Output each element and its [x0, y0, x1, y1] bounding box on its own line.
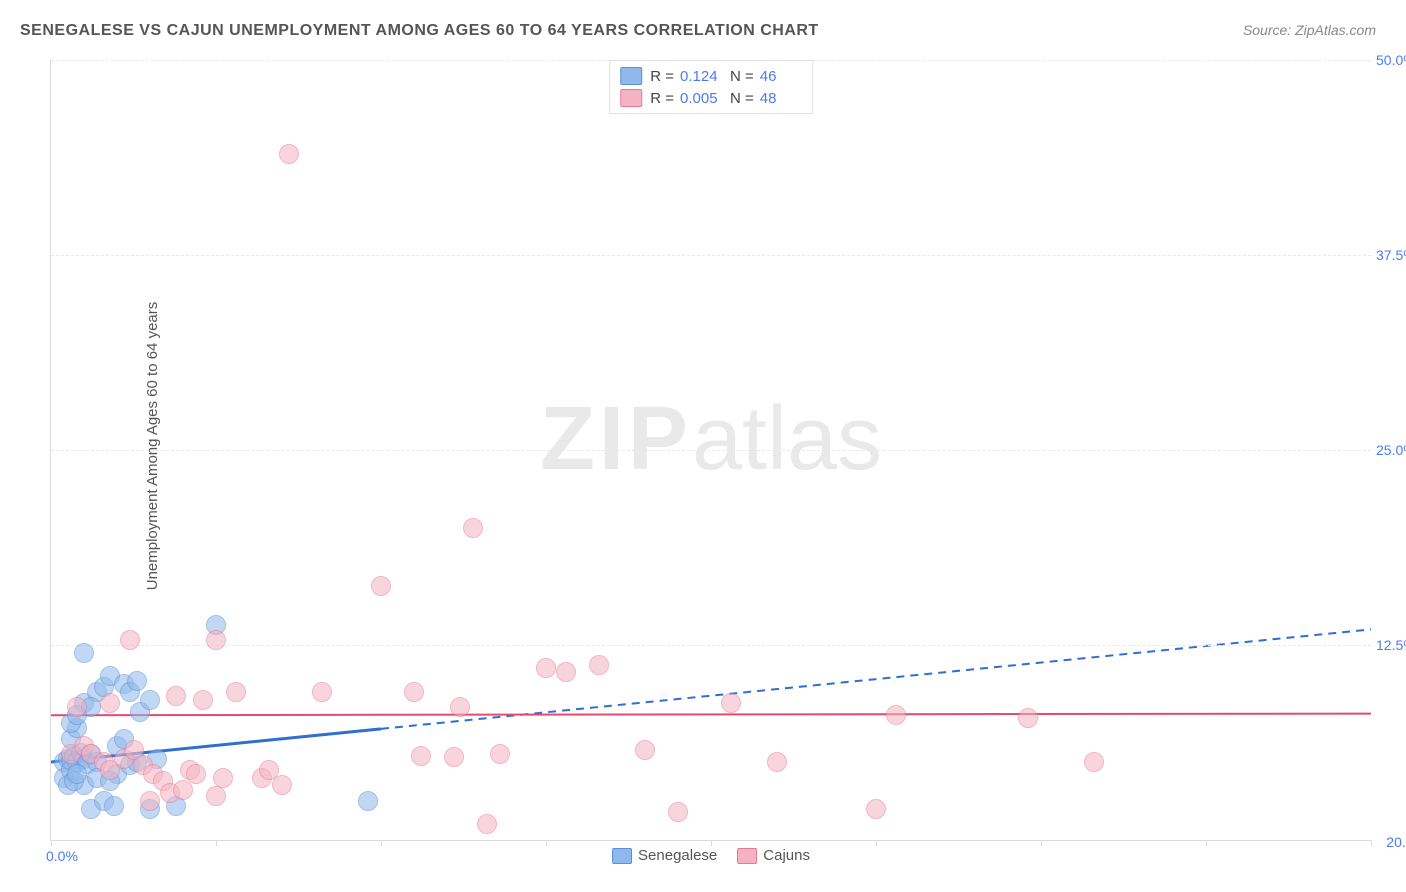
x-axis-max-label: 20.0% — [1386, 834, 1406, 850]
data-point — [279, 144, 299, 164]
x-tick — [216, 840, 217, 846]
data-point — [104, 796, 124, 816]
legend-label: Senegalese — [638, 847, 717, 864]
x-tick — [1041, 840, 1042, 846]
data-point — [67, 764, 87, 784]
trend-line-solid — [51, 714, 1371, 716]
source-attribution: Source: ZipAtlas.com — [1243, 22, 1376, 38]
legend-n-value: 46 — [760, 68, 802, 85]
y-tick-label: 50.0% — [1376, 52, 1406, 68]
chart-title: SENEGALESE VS CAJUN UNEMPLOYMENT AMONG A… — [20, 22, 819, 40]
data-point — [358, 791, 378, 811]
legend-swatch — [620, 67, 642, 85]
data-point — [589, 655, 609, 675]
legend-r-key: R = — [650, 90, 674, 107]
legend-row: R = 0.005 N = 48 — [620, 87, 802, 109]
legend-swatch — [620, 89, 642, 107]
watermark-light: atlas — [692, 389, 882, 489]
data-point — [272, 775, 292, 795]
data-point — [226, 682, 246, 702]
data-point — [1084, 752, 1104, 772]
data-point — [866, 799, 886, 819]
data-point — [536, 658, 556, 678]
gridline-h — [51, 255, 1371, 256]
data-point — [411, 746, 431, 766]
data-point — [463, 518, 483, 538]
legend-swatch — [612, 848, 632, 864]
x-tick — [1206, 840, 1207, 846]
legend-r-value: 0.005 — [680, 90, 722, 107]
data-point — [767, 752, 787, 772]
x-tick — [711, 840, 712, 846]
data-point — [100, 693, 120, 713]
data-point — [490, 744, 510, 764]
scatter-plot-area: ZIPatlas R =0.124N =46R =0.005N =48 0.0%… — [50, 60, 1371, 841]
watermark: ZIPatlas — [540, 388, 882, 491]
legend-n-value: 48 — [760, 90, 802, 107]
gridline-h — [51, 645, 1371, 646]
y-tick-label: 37.5% — [1376, 247, 1406, 263]
data-point — [166, 686, 186, 706]
data-point — [450, 697, 470, 717]
data-point — [120, 630, 140, 650]
x-tick — [51, 840, 52, 846]
data-point — [444, 747, 464, 767]
legend-n-key: N = — [730, 68, 754, 85]
data-point — [127, 671, 147, 691]
x-axis-origin-label: 0.0% — [46, 848, 78, 864]
data-point — [173, 780, 193, 800]
legend-row: R = 0.124 N = 46 — [620, 65, 802, 87]
series-legend: Senegalese Cajuns — [612, 847, 810, 864]
x-tick — [381, 840, 382, 846]
data-point — [635, 740, 655, 760]
x-tick — [1371, 840, 1372, 846]
data-point — [668, 802, 688, 822]
data-point — [404, 682, 424, 702]
data-point — [721, 693, 741, 713]
data-point — [477, 814, 497, 834]
legend-item: Senegalese — [612, 847, 717, 864]
legend-n-key: N = — [730, 90, 754, 107]
data-point — [886, 705, 906, 725]
x-tick — [876, 840, 877, 846]
data-point — [140, 791, 160, 811]
legend-label: Cajuns — [763, 847, 810, 864]
watermark-bold: ZIP — [540, 389, 692, 489]
y-tick-label: 25.0% — [1376, 442, 1406, 458]
y-tick-label: 12.5% — [1376, 637, 1406, 653]
legend-r-value: 0.124 — [680, 68, 722, 85]
gridline-h — [51, 450, 1371, 451]
x-tick — [546, 840, 547, 846]
legend-swatch — [737, 848, 757, 864]
data-point — [193, 690, 213, 710]
data-point — [206, 630, 226, 650]
data-point — [213, 768, 233, 788]
data-point — [74, 643, 94, 663]
data-point — [312, 682, 332, 702]
data-point — [140, 690, 160, 710]
data-point — [371, 576, 391, 596]
data-point — [556, 662, 576, 682]
data-point — [67, 697, 87, 717]
correlation-legend: R = 0.124 N = 46 R = 0.005 N = 48 — [609, 60, 813, 114]
data-point — [1018, 708, 1038, 728]
data-point — [206, 786, 226, 806]
legend-item: Cajuns — [737, 847, 810, 864]
legend-r-key: R = — [650, 68, 674, 85]
